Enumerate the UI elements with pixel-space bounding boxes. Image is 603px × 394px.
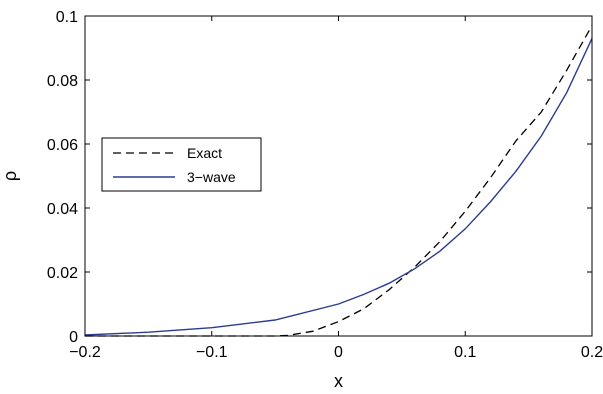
y-tick-label: 0.02	[47, 265, 78, 282]
x-tick-label: 0.1	[454, 344, 476, 361]
x-axis-label: x	[334, 371, 343, 391]
legend-box	[101, 137, 262, 192]
axis-ticks	[84, 15, 593, 337]
series-line-3-wave	[84, 38, 593, 336]
legend-label-exact: Exact	[187, 145, 222, 161]
x-tick-label: 0	[334, 344, 343, 361]
x-tick-label: 0.2	[581, 344, 603, 361]
legend: Exact 3−wave	[101, 137, 262, 192]
y-tick-label: 0.08	[47, 73, 78, 90]
x-tick-labels: −0.2 −0.1 0 0.1 0.2	[69, 344, 603, 361]
y-tick-label: 0.1	[56, 9, 78, 26]
y-tick-label: 0.06	[47, 137, 78, 154]
x-tick-label: −0.1	[196, 344, 228, 361]
y-tick-label: 0	[69, 329, 78, 346]
y-axis-label: ρ	[0, 171, 20, 181]
x-tick-label: −0.2	[69, 344, 101, 361]
y-tick-labels: 0 0.02 0.04 0.06 0.08 0.1	[47, 9, 78, 346]
y-tick-label: 0.04	[47, 201, 78, 218]
legend-label-3-wave: 3−wave	[187, 169, 236, 185]
